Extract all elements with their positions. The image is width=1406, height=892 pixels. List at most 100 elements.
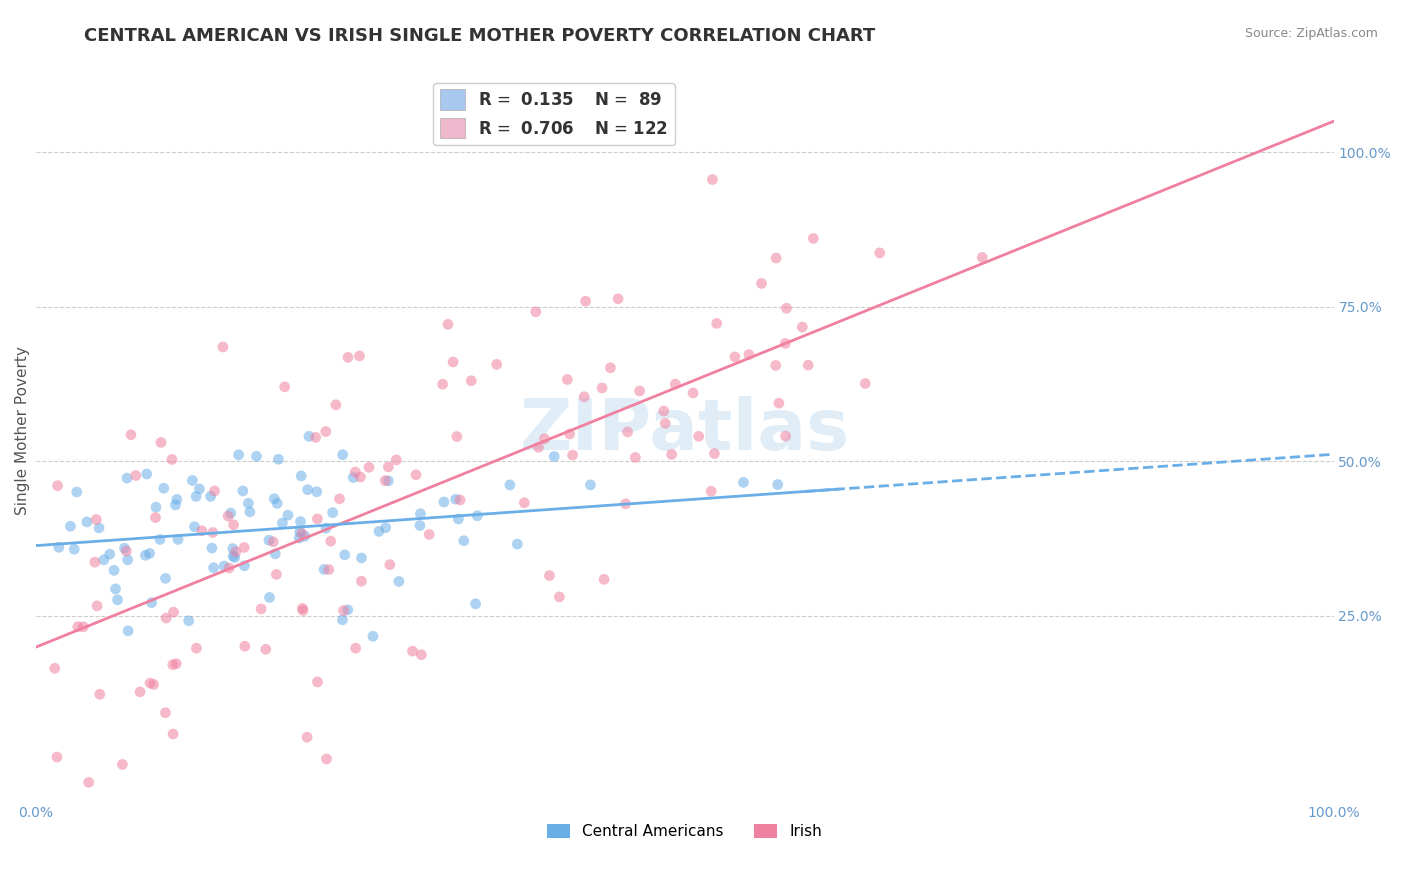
Point [141, 596, 163, 610]
Point [485, 358, 508, 372]
Point [506, 537, 529, 551]
Point [166, 492, 188, 507]
Point [557, 372, 579, 386]
Point [661, 447, 683, 461]
Point [411, 648, 433, 662]
Point [700, 484, 723, 499]
Point [775, 429, 797, 443]
Point [305, 484, 328, 499]
Point [162, 657, 184, 672]
Point [524, 305, 547, 319]
Point [167, 533, 190, 547]
Point [548, 590, 571, 604]
Point [188, 482, 211, 496]
Point [222, 549, 245, 563]
Point [201, 525, 224, 540]
Point [654, 417, 676, 431]
Point [350, 551, 373, 566]
Legend: Central Americans, Irish: Central Americans, Irish [541, 818, 828, 845]
Point [218, 561, 240, 575]
Point [89, 687, 111, 701]
Point [165, 498, 187, 512]
Point [405, 467, 427, 482]
Point [204, 483, 226, 498]
Point [262, 534, 284, 549]
Point [344, 465, 367, 479]
Point [652, 404, 675, 418]
Point [93, 553, 115, 567]
Point [374, 474, 396, 488]
Point [543, 450, 565, 464]
Point [277, 508, 299, 522]
Point [315, 752, 337, 766]
Point [558, 427, 581, 442]
Point [238, 496, 260, 510]
Point [145, 510, 167, 524]
Point [607, 292, 630, 306]
Point [181, 474, 204, 488]
Point [533, 432, 555, 446]
Point [377, 459, 399, 474]
Point [183, 520, 205, 534]
Point [162, 727, 184, 741]
Point [328, 491, 350, 506]
Point [254, 642, 277, 657]
Point [233, 541, 256, 555]
Point [288, 531, 311, 545]
Point [295, 730, 318, 744]
Point [444, 492, 467, 507]
Point [259, 591, 281, 605]
Point [344, 641, 367, 656]
Point [245, 450, 267, 464]
Point [201, 541, 224, 555]
Point [357, 460, 380, 475]
Point [86, 599, 108, 613]
Point [437, 318, 460, 332]
Point [250, 602, 273, 616]
Point [792, 320, 814, 334]
Point [125, 468, 148, 483]
Point [614, 497, 637, 511]
Point [318, 563, 340, 577]
Point [464, 597, 486, 611]
Point [801, 231, 824, 245]
Point [225, 545, 247, 559]
Point [233, 558, 256, 573]
Point [513, 496, 536, 510]
Point [572, 390, 595, 404]
Point [418, 527, 440, 541]
Point [499, 478, 522, 492]
Point [111, 757, 134, 772]
Point [135, 467, 157, 481]
Point [191, 524, 214, 538]
Point [288, 524, 311, 539]
Point [561, 448, 583, 462]
Point [145, 500, 167, 515]
Point [297, 483, 319, 497]
Point [222, 541, 245, 556]
Point [350, 574, 373, 589]
Point [765, 251, 787, 265]
Point [59, 519, 82, 533]
Point [155, 706, 177, 720]
Point [401, 644, 423, 658]
Point [186, 641, 208, 656]
Point [117, 553, 139, 567]
Point [160, 452, 183, 467]
Point [83, 555, 105, 569]
Point [63, 542, 86, 557]
Point [527, 440, 550, 454]
Point [361, 629, 384, 643]
Point [441, 355, 464, 369]
Point [271, 516, 294, 530]
Point [117, 624, 139, 638]
Point [155, 571, 177, 585]
Point [152, 481, 174, 495]
Point [688, 429, 710, 443]
Point [307, 512, 329, 526]
Point [575, 294, 598, 309]
Point [682, 386, 704, 401]
Point [374, 521, 396, 535]
Point [98, 547, 121, 561]
Point [46, 750, 69, 764]
